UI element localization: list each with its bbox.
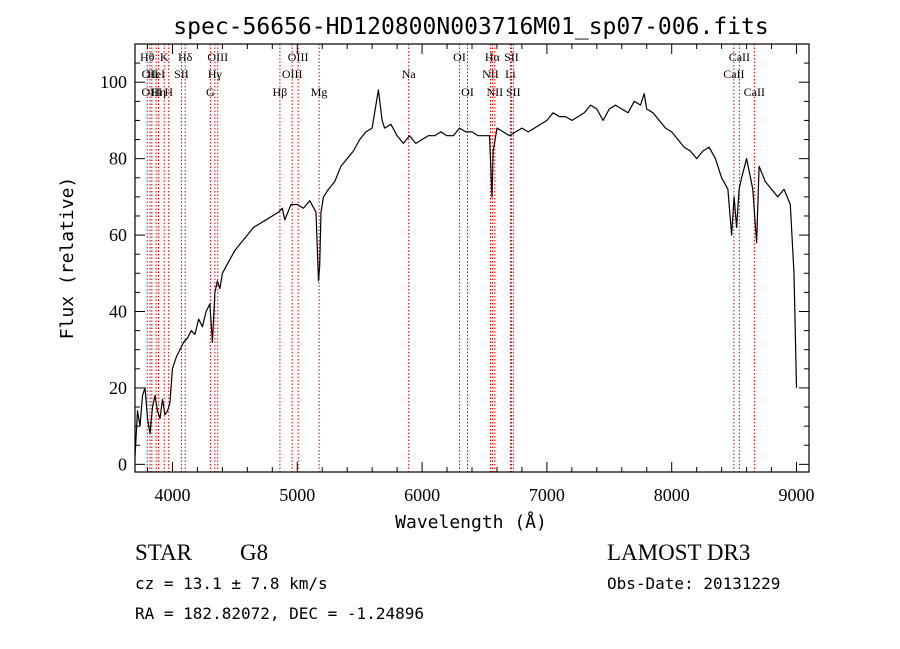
object-subclass: G8 bbox=[240, 540, 268, 565]
y-axis-ticks: 0 20 40 60 80 100 bbox=[100, 43, 809, 474]
x-tick-label: 6000 bbox=[404, 485, 440, 505]
spectrum-line bbox=[134, 89, 798, 457]
y-axis-label: Flux (relative) bbox=[57, 177, 78, 340]
line-marker-label: OIII bbox=[288, 50, 309, 64]
line-marker-label: Hβ bbox=[273, 85, 288, 99]
observation-date: Obs-Date: 20131229 bbox=[607, 574, 780, 593]
line-marker-label: Na bbox=[402, 67, 417, 81]
y-tick-label: 100 bbox=[100, 72, 127, 92]
object-class: STAR bbox=[135, 540, 193, 565]
x-tick-label: 5000 bbox=[279, 485, 315, 505]
emission-line-markers bbox=[146, 44, 755, 472]
y-tick-label: 20 bbox=[109, 378, 127, 398]
x-axis-ticks: 4000 5000 6000 7000 8000 9000 bbox=[146, 44, 815, 505]
line-marker-label: OIII bbox=[282, 67, 303, 81]
line-marker-label: H bbox=[164, 85, 173, 99]
line-marker-label: SII bbox=[174, 67, 189, 81]
emission-line-labels: HθOIIOIIIHeIHηKHSIIHδGHγOIIIHβOIIIOIIIMg… bbox=[140, 50, 765, 99]
y-tick-label: 80 bbox=[109, 149, 127, 169]
x-tick-label: 9000 bbox=[779, 485, 815, 505]
line-marker-label: CaII bbox=[723, 67, 744, 81]
chart-title: spec-56656-HD120800N003716M01_sp07-006.f… bbox=[173, 14, 768, 40]
line-marker-label: OIII bbox=[207, 50, 228, 64]
x-tick-label: 7000 bbox=[529, 485, 565, 505]
y-tick-label: 40 bbox=[109, 302, 127, 322]
line-marker-label: OI bbox=[453, 50, 466, 64]
line-marker-label: Hδ bbox=[178, 50, 193, 64]
line-marker-label: Hθ bbox=[140, 50, 155, 64]
line-marker-label: NII bbox=[487, 85, 504, 99]
line-marker-label: NII bbox=[482, 67, 499, 81]
line-marker-label: G bbox=[206, 85, 215, 99]
line-marker-label: Hγ bbox=[208, 67, 223, 81]
redshift-cz: cz = 13.1 ± 7.8 km/s bbox=[135, 574, 328, 593]
line-marker-label: CaII bbox=[729, 50, 750, 64]
x-tick-label: 4000 bbox=[154, 485, 190, 505]
y-tick-label: 0 bbox=[118, 454, 127, 474]
line-marker-label: Mg bbox=[311, 85, 328, 99]
y-tick-label: 60 bbox=[109, 225, 127, 245]
line-marker-label: Li bbox=[505, 67, 516, 81]
line-marker-label: K bbox=[160, 50, 169, 64]
ra-dec: RA = 182.82072, DEC = -1.24896 bbox=[135, 604, 424, 623]
line-marker-label: Hη bbox=[151, 85, 166, 99]
line-marker-label: CaII bbox=[744, 85, 765, 99]
line-marker-label: OII bbox=[142, 67, 159, 81]
x-axis-label: Wavelength (Å) bbox=[395, 511, 547, 533]
line-marker-label: OI bbox=[461, 85, 474, 99]
x-tick-label: 8000 bbox=[654, 485, 690, 505]
line-marker-label: SII bbox=[504, 50, 519, 64]
line-marker-label: Hα bbox=[485, 50, 501, 64]
survey-name: LAMOST DR3 bbox=[607, 540, 750, 565]
line-marker-label: OIII bbox=[142, 85, 163, 99]
line-marker-label: SII bbox=[506, 85, 521, 99]
line-marker-label: HeI bbox=[147, 67, 165, 81]
